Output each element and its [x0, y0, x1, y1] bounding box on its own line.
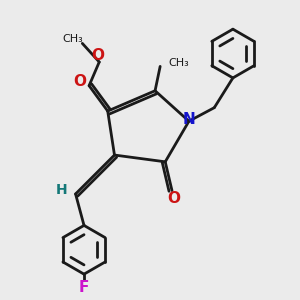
Text: N: N [182, 112, 195, 127]
Text: F: F [79, 280, 89, 295]
Text: O: O [73, 74, 86, 89]
Text: O: O [167, 190, 180, 206]
Text: CH₃: CH₃ [169, 58, 189, 68]
Text: CH₃: CH₃ [62, 34, 83, 44]
Text: O: O [91, 48, 104, 63]
Text: H: H [56, 183, 67, 197]
